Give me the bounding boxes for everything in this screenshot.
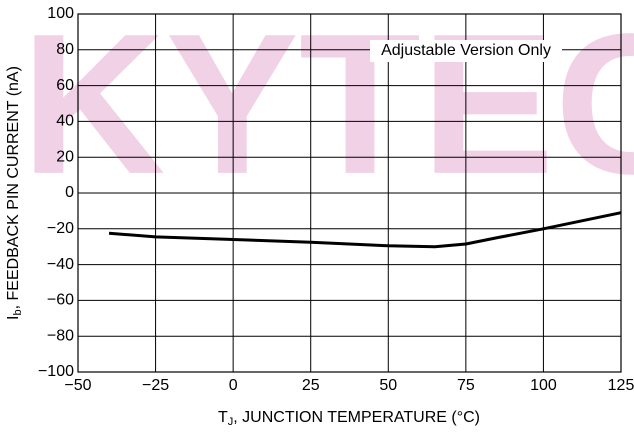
y-tick-label: −100 <box>38 363 74 380</box>
y-label-main: I <box>5 315 22 319</box>
data-line <box>108 211 622 249</box>
x-tick-label: 100 <box>530 377 557 394</box>
y-label-rest: , FEEDBACK PIN CURRENT (nA) <box>5 66 22 309</box>
plot-frame <box>77 13 622 373</box>
y-label-sub: b <box>12 309 24 315</box>
annotation: Adjustable Version Only <box>381 42 551 59</box>
annotation-box <box>370 40 562 62</box>
x-tick-label: 75 <box>457 377 475 394</box>
y-tick-label: −40 <box>47 256 74 273</box>
x-label-rest: , JUNCTION TEMPERATURE (°C) <box>233 409 480 426</box>
x-tick-label: −25 <box>142 377 169 394</box>
y-tick-label: −80 <box>47 327 74 344</box>
x-tick-label: 25 <box>302 377 320 394</box>
x-label-main: T <box>218 409 228 426</box>
y-axis-label: Ib, FEEDBACK PIN CURRENT (nA) <box>5 66 24 320</box>
x-tick-label: 0 <box>229 377 238 394</box>
y-tick-label: 60 <box>56 77 74 94</box>
y-tick-label: 40 <box>56 113 74 130</box>
y-tick-label: 20 <box>56 148 74 165</box>
x-label-sub: J <box>228 416 234 428</box>
x-tick-label: 50 <box>379 377 397 394</box>
x-tick-label: 125 <box>608 377 634 394</box>
x-tick-label: −50 <box>64 377 91 394</box>
y-tick-label: 100 <box>47 5 74 22</box>
y-tick-label: 80 <box>56 41 74 58</box>
watermark: KYTEC <box>21 0 634 216</box>
y-tick-label: −60 <box>47 292 74 309</box>
y-tick-label: −20 <box>47 220 74 237</box>
x-axis-label: TJ, JUNCTION TEMPERATURE (°C) <box>218 409 480 428</box>
y-tick-label: 0 <box>65 184 74 201</box>
